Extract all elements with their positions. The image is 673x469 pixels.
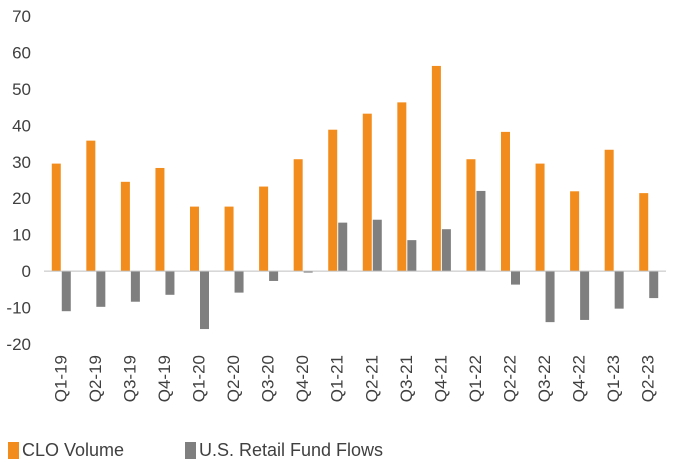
clo-volume-bar-q3-21: [397, 102, 407, 272]
y-tick-label: 60: [12, 43, 31, 62]
retail-fund-flows-bar-q3-19: [130, 271, 140, 302]
legend-item-clo-volume: CLO Volume: [8, 440, 124, 461]
retail-fund-flows-bar-q3-20: [269, 271, 279, 281]
retail-fund-flows-bar-q3-21: [407, 240, 417, 272]
y-tick-label: 0: [22, 262, 31, 281]
clo-volume-bar-q3-20: [259, 186, 269, 272]
x-tick-label: Q4-20: [293, 355, 312, 402]
clo-volume-bar-q4-20: [293, 159, 303, 272]
x-tick-label: Q2-20: [224, 355, 243, 402]
retail-fund-flows-bar-q1-23: [614, 271, 624, 309]
legend-item-retail-fund-flows: U.S. Retail Fund Flows: [185, 440, 383, 461]
x-tick-label: Q2-23: [639, 355, 658, 402]
x-tick-label: Q1-21: [328, 355, 347, 402]
clo-volume-bar-q2-21: [362, 113, 372, 272]
clo-volume-bar-q4-22: [570, 191, 580, 272]
clo-volume-bar-q2-22: [501, 131, 510, 272]
clo-volume-bar-q2-20: [224, 206, 234, 272]
x-tick-label: Q1-23: [604, 355, 623, 402]
x-tick-label: Q4-19: [155, 355, 174, 402]
clo-volume-bar-q2-23: [639, 193, 649, 272]
clo-volume-bar-q1-22: [466, 159, 476, 272]
x-tick-label: Q2-22: [501, 355, 520, 402]
y-tick-label: -20: [6, 335, 31, 354]
retail-fund-flows-bar-q2-21: [372, 219, 382, 272]
retail-fund-flows-bar-q3-22: [545, 271, 555, 323]
x-tick-label: Q1-19: [51, 355, 70, 402]
chart-bars: [51, 65, 659, 330]
x-tick-label: Q4-22: [570, 355, 589, 402]
retail-fund-flows-bar-q1-21: [338, 222, 348, 272]
clo-volume-bar-q1-20: [190, 206, 199, 272]
retail-fund-flows-bar-q2-20: [234, 271, 244, 293]
y-tick-label: -10: [6, 299, 31, 318]
retail-fund-flows-bar-q4-20: [303, 271, 313, 273]
retail-fund-flows-bar-q1-22: [476, 190, 486, 272]
y-axis-tick-labels: -20 -10 0 10 20 30 40 50 60 70: [6, 7, 31, 354]
clo-volume-bar-q1-23: [604, 149, 614, 272]
x-tick-label: Q2-19: [86, 355, 105, 402]
legend: CLO Volume U.S. Retail Fund Flows: [0, 440, 673, 466]
retail-fund-flows-bar-q1-19: [61, 271, 71, 312]
y-tick-label: 10: [12, 226, 31, 245]
x-tick-label: Q3-20: [259, 355, 278, 402]
retail-fund-flows-bar-q2-22: [511, 271, 520, 285]
retail-fund-flows-bar-q2-19: [96, 271, 106, 307]
x-axis-tick-labels: Q1-19 Q2-19 Q3-19 Q4-19 Q1-20 Q2-20 Q3-20 Q4-20…: [51, 355, 657, 402]
y-tick-label: 40: [12, 116, 31, 135]
x-tick-label: Q3-21: [397, 355, 416, 402]
retail-fund-flows-bar-q4-19: [165, 271, 175, 295]
legend-label-retail-fund-flows: U.S. Retail Fund Flows: [199, 440, 384, 460]
legend-swatch-clo-volume: [8, 442, 19, 459]
y-tick-label: 30: [12, 153, 31, 172]
x-tick-label: Q1-20: [190, 355, 209, 402]
y-tick-label: 70: [12, 7, 31, 26]
x-tick-label: Q3-19: [120, 355, 139, 402]
retail-fund-flows-bar-q2-23: [649, 271, 659, 299]
clo-volume-bar-q1-19: [51, 163, 61, 272]
clo-volume-bar-q3-19: [120, 181, 130, 272]
x-tick-label: Q1-22: [466, 355, 485, 402]
clo-volume-bar-q2-19: [86, 140, 96, 272]
chart-canvas: -20 -10 0 10 20 30 40 50 60 70 Q1-19 Q2-19 Q3-19 Q4-…: [6, 7, 666, 402]
legend-swatch-retail-fund-flows: [185, 442, 196, 459]
legend-label-clo-volume: CLO Volume: [22, 440, 125, 460]
retail-fund-flows-bar-q4-21: [441, 229, 451, 272]
retail-fund-flows-bar-q1-20: [200, 271, 209, 330]
retail-fund-flows-bar-q4-22: [580, 271, 590, 320]
clo-volume-bar-q4-21: [431, 65, 441, 272]
clo-volume-bar-q4-19: [155, 167, 165, 272]
x-tick-label: Q4-21: [431, 355, 450, 402]
x-tick-label: Q3-22: [535, 355, 554, 402]
clo-volume-bar-q3-22: [535, 163, 545, 272]
x-tick-label: Q2-21: [362, 355, 381, 402]
y-tick-label: 20: [12, 189, 31, 208]
y-tick-label: 50: [12, 80, 31, 99]
clo-volume-bar-q1-21: [328, 129, 338, 272]
